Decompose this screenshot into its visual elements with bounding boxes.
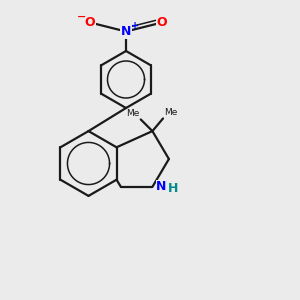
Text: N: N xyxy=(156,180,167,194)
Text: O: O xyxy=(85,16,95,29)
Text: Me: Me xyxy=(126,109,139,118)
Text: O: O xyxy=(157,16,167,29)
Text: Me: Me xyxy=(164,108,178,117)
Text: H: H xyxy=(168,182,178,195)
Text: N: N xyxy=(121,25,131,38)
Text: −: − xyxy=(77,11,86,22)
Text: +: + xyxy=(131,21,139,31)
